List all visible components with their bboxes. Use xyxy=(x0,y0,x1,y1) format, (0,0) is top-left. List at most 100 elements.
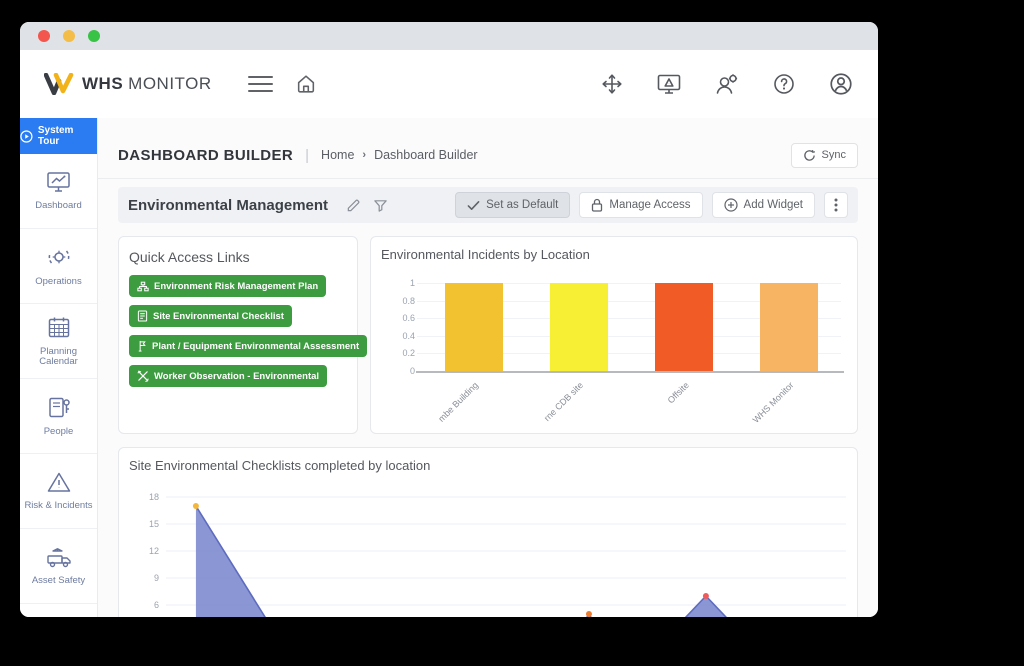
breadcrumb-home[interactable]: Home xyxy=(321,148,355,162)
quick-access-title: Quick Access Links xyxy=(129,249,250,265)
app-header: WHS MONITOR xyxy=(20,50,878,118)
minimize-window-button[interactable] xyxy=(63,30,75,42)
bar-gridline xyxy=(417,283,841,284)
checklist-icon xyxy=(137,310,148,322)
sidebar-item-risk-incidents[interactable]: Risk & Incidents xyxy=(20,454,97,529)
lock-icon xyxy=(592,198,603,212)
quick-link-worker-observation-environmental[interactable]: Worker Observation - Environmental xyxy=(129,365,328,387)
zoom-window-button[interactable] xyxy=(88,30,100,42)
quick-access-links-panel: Quick Access Links Environment Risk Mana… xyxy=(118,236,368,434)
area-chart-title: Site Environmental Checklists completed … xyxy=(129,458,431,473)
system-tour-button[interactable]: System Tour xyxy=(20,118,97,154)
more-options-button[interactable] xyxy=(824,192,848,218)
account-icon[interactable] xyxy=(828,71,854,97)
whs-logo-mark xyxy=(44,73,74,95)
bar-chart-baseline xyxy=(416,371,844,373)
sidebar-item-label: Risk & Incidents xyxy=(24,500,93,512)
quick-link-plant-equipment-environmental-assessment[interactable]: Plant / Equipment Environmental Assessme… xyxy=(129,335,368,357)
window-titlebar xyxy=(20,22,878,50)
area-line xyxy=(195,505,727,617)
bar[interactable] xyxy=(759,283,818,371)
area-data-point[interactable] xyxy=(702,593,709,599)
brand-text: WHS MONITOR xyxy=(82,74,212,93)
move-widgets-icon[interactable] xyxy=(600,72,624,96)
area-y-tick-label: 9 xyxy=(154,573,159,583)
hamburger-menu-icon[interactable] xyxy=(247,75,273,93)
operations-icon xyxy=(48,250,69,264)
main-content: DASHBOARD BUILDER | Home › Dashboard Bui… xyxy=(98,118,878,617)
sidebar-item-label: Planning Calendar xyxy=(39,345,78,367)
edit-dashboard-icon[interactable] xyxy=(346,198,361,213)
breadcrumb-chevron-icon: › xyxy=(362,149,367,161)
truck-icon xyxy=(46,548,71,568)
sidebar-item-operations[interactable]: Operations xyxy=(20,229,97,304)
quick-link-site-environmental-checklist[interactable]: Site Environmental Checklist xyxy=(129,305,292,327)
dashboard-name: Environmental Management xyxy=(128,196,329,214)
page-header: DASHBOARD BUILDER | Home › Dashboard Bui… xyxy=(118,140,858,170)
title-separator: | xyxy=(305,146,310,164)
bar-x-label: rne CDB site xyxy=(542,380,586,424)
calendar-icon xyxy=(48,317,69,337)
bar-y-tick-label: 0.4 xyxy=(402,330,415,341)
sidebar-item-dashboard[interactable]: Dashboard xyxy=(20,154,97,229)
area-y-tick-label: 15 xyxy=(149,519,159,529)
bar-y-tick-label: 0.2 xyxy=(402,348,415,359)
user-settings-icon[interactable] xyxy=(714,72,740,96)
sidebar-item-asset-safety[interactable]: Asset Safety xyxy=(20,529,97,604)
sync-button[interactable]: Sync xyxy=(790,142,858,168)
breadcrumb-current: Dashboard Builder xyxy=(374,148,478,162)
bar-x-label: Offsite xyxy=(665,380,691,406)
assessment-icon xyxy=(138,340,146,352)
people-icon xyxy=(48,397,70,418)
manage-access-button[interactable]: Manage Access xyxy=(579,192,703,218)
bar-gridline xyxy=(417,335,841,337)
sidebar-item-planning-calendar[interactable]: Planning Calendar xyxy=(20,304,97,379)
kebab-menu-icon xyxy=(834,198,838,212)
filter-dashboard-icon[interactable] xyxy=(373,198,388,213)
dashboard-icon xyxy=(47,172,70,193)
play-icon xyxy=(20,129,33,143)
set-as-default-button[interactable]: Set as Default xyxy=(455,192,571,218)
site-checklists-chart-panel: Site Environmental Checklists completed … xyxy=(118,447,858,617)
add-widget-button[interactable]: Add Widget xyxy=(711,192,815,218)
sidebar-item-label: People xyxy=(43,425,74,437)
area-data-point[interactable] xyxy=(192,503,199,509)
bar-gridline xyxy=(417,353,841,355)
system-tour-label: System Tour xyxy=(37,125,74,147)
sidebar-item-label: Dashboard xyxy=(35,200,82,212)
bar-y-tick-label: 0.6 xyxy=(402,313,415,324)
bar-y-tick-label: 1 xyxy=(409,278,415,288)
area-data-point[interactable] xyxy=(585,611,592,617)
sync-icon xyxy=(803,149,815,161)
area-y-tick-label: 18 xyxy=(149,492,159,502)
bar-chart-title: Environmental Incidents by Location xyxy=(381,247,590,262)
area-y-tick-label: 12 xyxy=(149,546,159,556)
bar[interactable] xyxy=(549,283,608,371)
page-title: DASHBOARD BUILDER xyxy=(118,146,294,164)
quick-link-environment-risk-management-plan[interactable]: Environment Risk Management Plan xyxy=(129,275,327,297)
dashboard-toolbar: Environmental Management Set as Default … xyxy=(118,187,858,223)
tools-icon xyxy=(137,370,149,382)
sidebar-item-label: Operations xyxy=(35,276,82,288)
bar-y-tick-label: 0 xyxy=(409,366,415,376)
bar-chart-plot: 1 0.8 0.6 0.4 0.2 0 mbe Building rne CDB site Of… xyxy=(371,237,857,433)
sidebar-item-people[interactable]: People xyxy=(20,379,97,454)
bar[interactable] xyxy=(654,283,713,371)
whs-monitor-logo[interactable]: WHS MONITOR xyxy=(44,73,212,95)
area-y-tick-label: 6 xyxy=(154,600,159,610)
area-chart-plot: 18 15 12 9 6 xyxy=(119,448,857,617)
system-alert-monitor-icon[interactable] xyxy=(656,72,682,96)
area-chart-svg: 18 15 12 9 6 xyxy=(149,492,846,617)
close-window-button[interactable] xyxy=(38,30,50,42)
header-divider xyxy=(98,178,878,179)
area-fill xyxy=(195,506,726,617)
warning-triangle-icon xyxy=(47,473,70,493)
bar-gridline xyxy=(417,300,841,302)
bar-x-label: WHS Monitor xyxy=(750,380,796,425)
plan-icon xyxy=(137,281,149,291)
bar[interactable] xyxy=(444,283,503,371)
bar-gridline xyxy=(417,318,841,320)
home-icon[interactable] xyxy=(295,73,317,95)
help-icon[interactable] xyxy=(772,72,796,96)
browser-window: WHS MONITOR xyxy=(20,22,878,617)
